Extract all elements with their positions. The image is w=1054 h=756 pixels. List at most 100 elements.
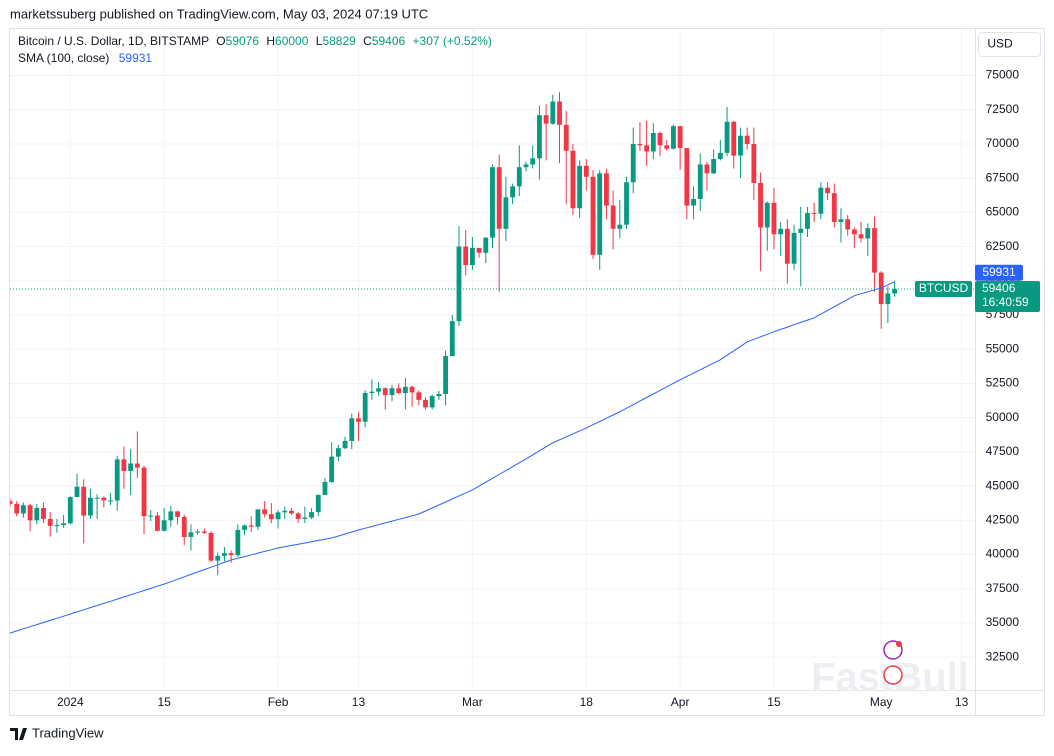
candle-body [376,388,381,392]
candle-body [322,481,328,495]
candle-body [583,165,589,177]
candle-body [456,246,462,322]
candle-body [47,518,53,526]
legend-letter: H [266,34,275,48]
candle-body [67,497,73,524]
candle-body [449,321,455,357]
x-tick-label: Apr [671,695,690,709]
candle-body [228,553,234,556]
candle-body [14,503,20,514]
x-tick-label: 13 [352,695,366,709]
y-tick-label: 55000 [986,341,1020,355]
candle-body [657,133,663,146]
candle-body [704,164,710,174]
candle-body [275,512,281,520]
candle-body [295,513,301,519]
candle-body [389,388,395,396]
candle-body [248,525,254,527]
candle-body [429,396,435,408]
candle-body [671,126,676,149]
legend-line: Bitcoin / U.S. Dollar, 1D, BITSTAMP O590… [18,34,492,48]
x-tick-label: May [870,695,893,709]
candle-body [738,135,743,156]
sma-line [10,281,895,634]
candle-body [630,143,636,183]
candle-body [476,247,482,253]
y-tick-label: 65000 [986,205,1020,219]
candle-body [818,187,824,214]
candle-body [168,511,174,521]
y-tick-label: 72500 [986,102,1020,116]
candle-body [201,531,207,533]
candle-body [778,228,784,235]
candle-body [54,525,60,527]
news-icon [883,665,903,685]
y-tick-label: 40000 [986,547,1020,561]
candle-body [396,388,402,394]
x-tick-label: Feb [268,695,289,709]
currency-label[interactable]: USD [987,37,1013,51]
y-tick-label: 50000 [986,410,1020,424]
candle-body [543,115,549,124]
candle-body [349,418,355,441]
candle-body [148,515,154,517]
legend-letter: C [363,34,372,48]
legend-open: 59076 [226,34,260,48]
candle-body [61,523,67,526]
candle-body [717,152,723,160]
candle-body [74,486,80,498]
candle-body [865,228,871,239]
last-price-label: 59406 [982,281,1016,295]
currency-button[interactable] [978,32,1041,57]
candle-body [20,505,26,514]
candle-body [644,145,650,152]
sma-legend: SMA (100, close) 59931 [18,51,152,65]
y-tick-label: 67500 [986,170,1020,184]
candle-body [791,232,797,264]
candle-body [624,182,629,225]
symbol: Bitcoin / U.S. Dollar, 1D, BITSTAMP [18,34,209,48]
candle-body [215,555,221,561]
candle-body [108,500,113,502]
candle-body [369,391,375,394]
candle-body [771,202,777,235]
legend-letter: L [316,34,323,48]
candle-body [409,386,415,393]
candle-body [831,193,837,222]
candle-body [872,228,877,273]
candle-body [262,509,268,515]
candle-body [282,510,288,513]
candle-body [34,507,40,521]
candle-body [114,459,120,501]
candle-body [805,213,810,229]
candle-body [10,501,13,504]
axes: 32500 35000 37500 40000 42500 45000 47500 50000… [57,68,1040,709]
legend-close: 59406 [372,34,406,48]
candle-body [536,115,542,159]
candle-body [617,224,623,229]
x-tick-label: 15 [157,695,171,709]
candle-body [423,399,428,408]
candle-body [88,497,93,516]
candle-body [141,467,147,517]
sma-name: SMA (100, close) [18,51,109,65]
candle-body [309,512,314,518]
candle-body [208,532,214,561]
candle-body [101,497,107,501]
candle-body [268,514,274,520]
candle-body [490,167,495,238]
y-tick-label: 42500 [986,512,1020,526]
candle-body [436,393,442,397]
candle-body [851,229,857,235]
candle-body [181,516,187,537]
legend-low: 58829 [322,34,356,48]
candle-body [784,228,790,264]
candle-body [563,124,569,151]
countdown-label: 16:40:59 [982,295,1029,309]
footer-logo [10,728,27,740]
sma-price-tag [975,264,1023,281]
candle-body [557,101,562,125]
y-tick-label: 45000 [986,478,1020,492]
candle-body [684,148,690,206]
